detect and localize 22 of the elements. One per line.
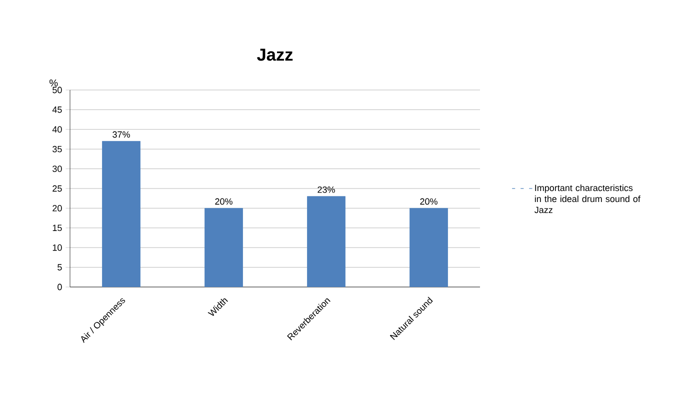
y-tick-label: 50 [52,86,62,94]
y-tick-label: 15 [52,224,62,232]
y-tick-label: 20 [52,205,62,212]
y-tick-label: 0 [58,284,62,290]
y-tick-label: 25 [52,185,62,192]
y-tick-label: 5 [58,264,62,270]
y-tick-label: 10 [52,244,62,251]
y-axis-title: % [50,79,58,86]
chart-title: Jazz [257,48,293,61]
bar [204,208,243,287]
bar [307,196,346,287]
bar [102,141,140,287]
data-label: 23% [318,186,335,193]
y-tick-label: 40 [52,126,62,133]
bar [410,208,448,287]
data-label: 37% [112,131,130,138]
data-label: 20% [420,198,438,205]
y-tick-label: 45 [52,106,62,113]
data-label: 20% [215,198,232,205]
legend-label: Important characteristics in the ideal drum sound of Jazz [534,184,640,214]
y-tick-label: 35 [52,146,62,152]
y-tick-label: 30 [52,166,62,172]
